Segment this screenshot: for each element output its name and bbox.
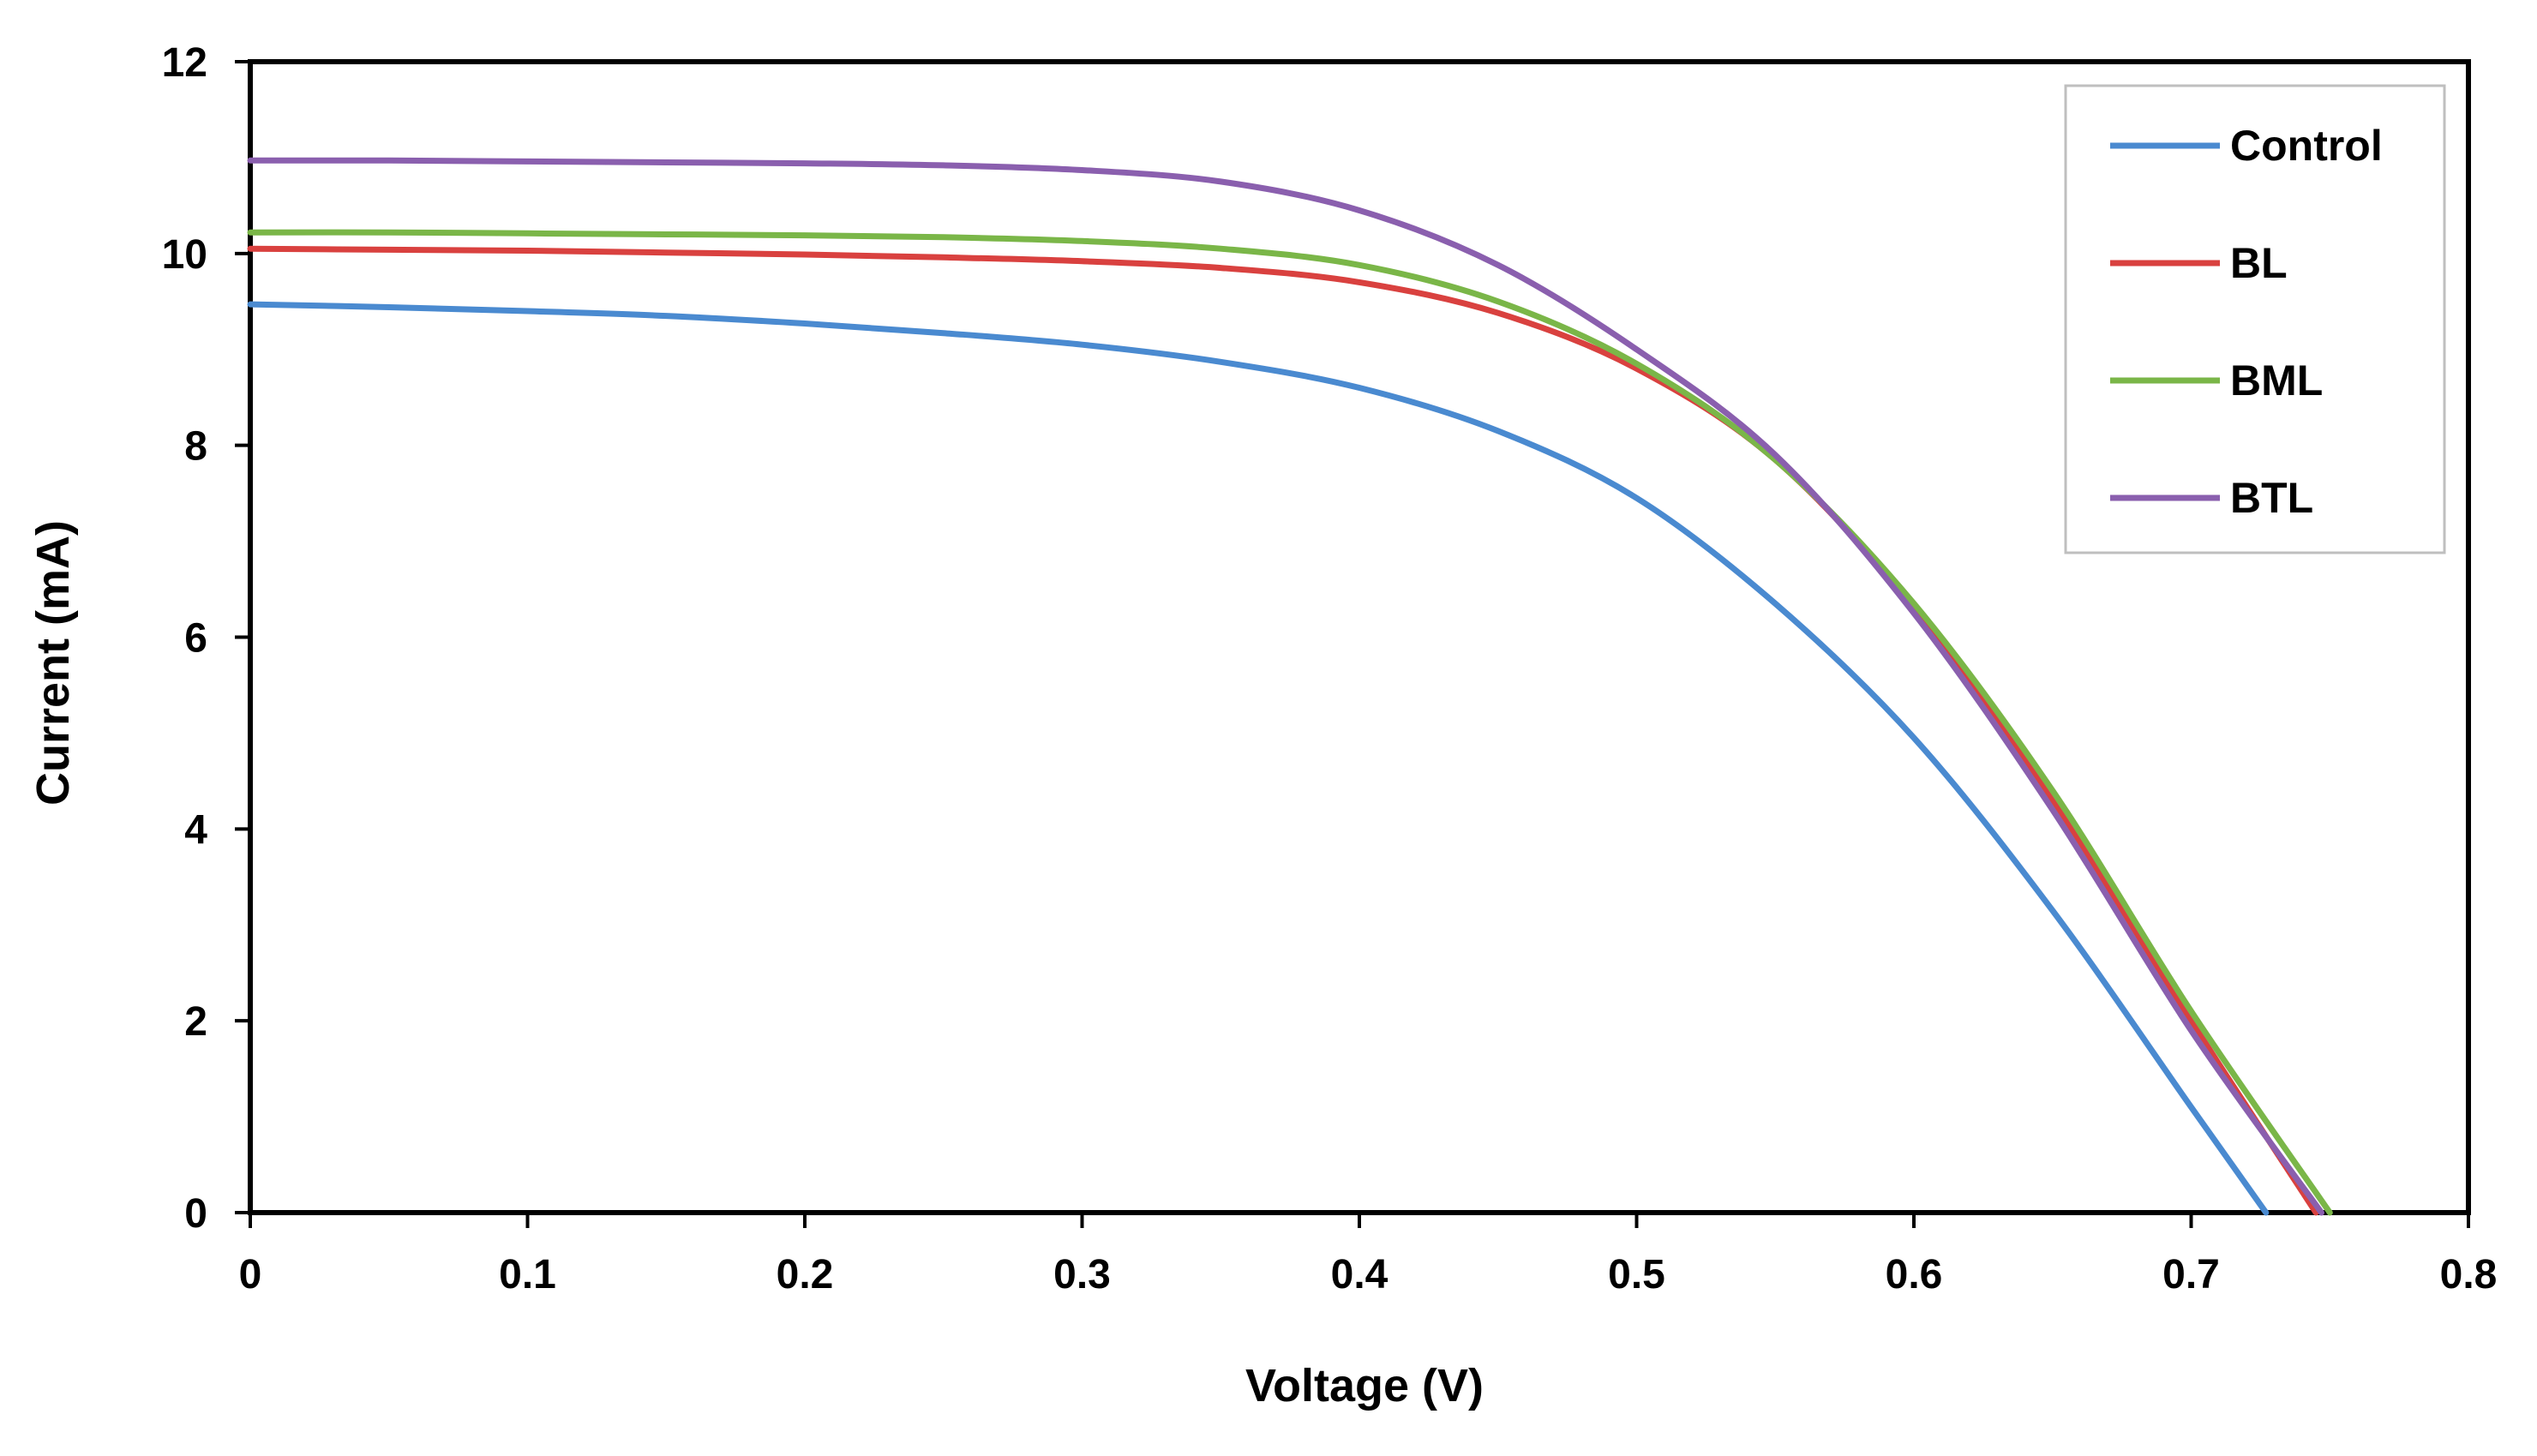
- y-tick-label: 6: [184, 616, 207, 662]
- x-tick-label: 0.3: [1053, 1252, 1111, 1297]
- x-tick-label: 0: [239, 1252, 262, 1297]
- legend: Control BL BML BTL: [2064, 84, 2446, 554]
- y-tick-label: 2: [184, 999, 207, 1045]
- legend-box: [2064, 84, 2446, 554]
- legend-label-bml: BML: [2230, 357, 2323, 404]
- x-axis-title: Voltage (V): [1245, 1360, 1484, 1411]
- series-line-btl: [247, 157, 2324, 1216]
- x-tick-label: 0.7: [2162, 1252, 2220, 1297]
- x-tick-label: 0.5: [1608, 1252, 1665, 1297]
- y-tick-label: 12: [162, 40, 207, 86]
- series-layer: [247, 157, 2333, 1216]
- y-tick-label: 10: [162, 232, 207, 278]
- y-axis-title: Current (mA): [27, 520, 79, 806]
- series-line-bl: [247, 245, 2319, 1216]
- series-line-control: [247, 301, 2270, 1216]
- x-tick-label: 0.4: [1331, 1252, 1388, 1297]
- y-tick-label: 0: [184, 1191, 207, 1237]
- legend-label-btl: BTL: [2230, 474, 2313, 522]
- x-tick-label: 0.2: [777, 1252, 834, 1297]
- legend-label-control: Control: [2230, 122, 2383, 170]
- x-tick-label: 0.1: [499, 1252, 556, 1297]
- y-tick-label: 4: [184, 807, 207, 853]
- x-tick-label: 0.8: [2440, 1252, 2498, 1297]
- y-axis-ticks: 0 2 4 6 8 10 12: [162, 40, 250, 1237]
- series-line-bml: [247, 229, 2333, 1216]
- x-axis-ticks: 0 0.1 0.2 0.3 0.4 0.5 0.6 0.7 0.8: [239, 1213, 2498, 1297]
- y-tick-label: 8: [184, 424, 207, 470]
- legend-label-bl: BL: [2230, 239, 2288, 287]
- x-tick-label: 0.6: [1886, 1252, 1943, 1297]
